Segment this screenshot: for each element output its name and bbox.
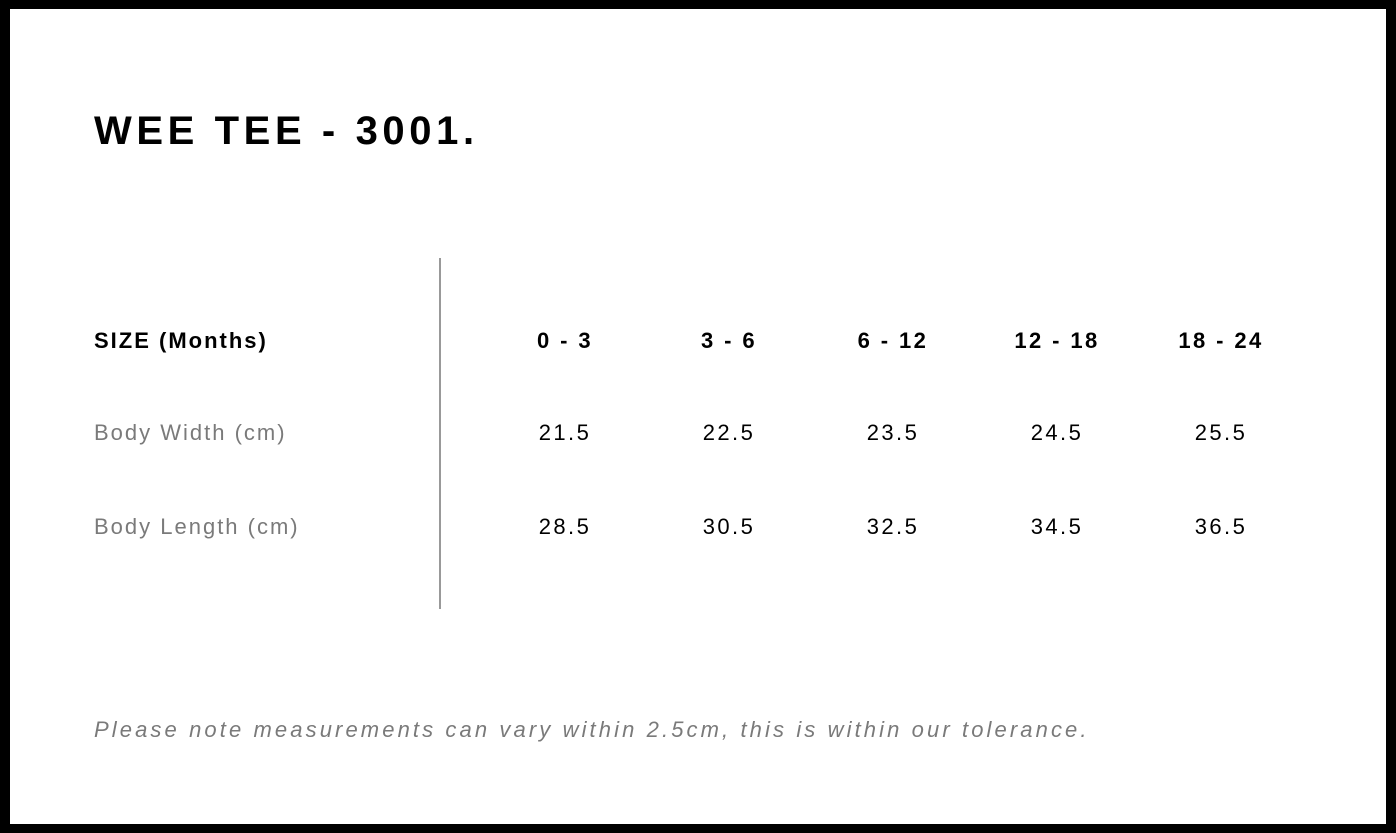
body-width-cell: 24.5 xyxy=(1030,420,1084,445)
body-width-cell: 25.5 xyxy=(1194,420,1248,445)
body-length-cell: 30.5 xyxy=(702,514,756,539)
size-header-cell: 6 - 12 xyxy=(857,328,929,353)
size-header-label: SIZE (Months) xyxy=(94,328,268,353)
column-divider xyxy=(439,258,441,609)
size-header-cell: 3 - 6 xyxy=(700,328,758,353)
size-chart-card: WEE TEE - 3001. SIZE (Months) Body Width… xyxy=(10,9,1386,824)
body-length-cell: 32.5 xyxy=(866,514,920,539)
row-label-body-length: Body Length (cm) xyxy=(94,514,300,539)
body-width-cell: 22.5 xyxy=(702,420,756,445)
row-label-body-width: Body Width (cm) xyxy=(94,420,287,445)
tolerance-note: Please note measurements can vary within… xyxy=(94,717,1090,742)
body-width-cell: 21.5 xyxy=(538,420,592,445)
body-length-cell: 36.5 xyxy=(1194,514,1248,539)
body-length-cell: 28.5 xyxy=(538,514,592,539)
size-header-cell: 0 - 3 xyxy=(536,328,594,353)
body-length-cell: 34.5 xyxy=(1030,514,1084,539)
page-title: WEE TEE - 3001. xyxy=(94,109,479,153)
size-header-cell: 18 - 24 xyxy=(1178,328,1264,353)
size-header-cell: 12 - 18 xyxy=(1014,328,1100,353)
body-width-cell: 23.5 xyxy=(866,420,920,445)
